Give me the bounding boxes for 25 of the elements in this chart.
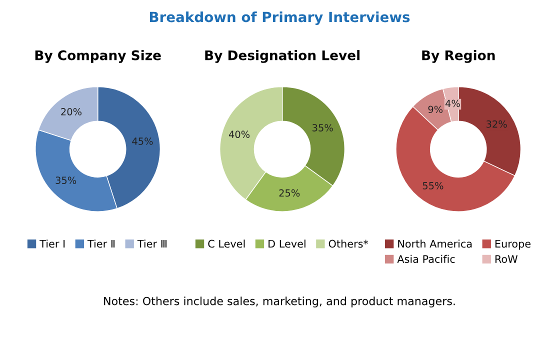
chart-title: By Region [422, 50, 495, 63]
data-label: 4% [445, 100, 460, 108]
data-label: 35% [312, 124, 333, 132]
legend-label: Tier I [40, 240, 65, 248]
legend-label: Others* [328, 240, 368, 248]
data-label: 40% [228, 130, 250, 138]
legend-label: Tier Ⅱ [87, 240, 115, 248]
legend-label: North America [398, 240, 472, 248]
legend-label: RoW [495, 255, 518, 263]
data-label: 32% [486, 120, 507, 128]
legend-label: C Level [208, 240, 245, 248]
data-label: 45% [132, 138, 153, 145]
legend-label: Asia Pacific [397, 254, 455, 263]
chart-subtitle: By Designation Level [205, 50, 360, 63]
legend-label: Tier Ⅲ [137, 240, 166, 248]
data-label: 55% [422, 182, 444, 190]
legend-label: D Level [268, 240, 306, 248]
legend-label: Europe [495, 240, 531, 250]
data-label: 20% [61, 108, 82, 116]
data-label: 25% [279, 189, 300, 197]
chart-title: Breakdown of Primary Interviews [150, 11, 410, 26]
data-label: 9% [428, 106, 443, 114]
data-label: 35% [56, 176, 76, 184]
text: Notes: Others include sales, marketing, and product managers. [104, 296, 455, 308]
chart-title: By Company Size [35, 50, 161, 63]
